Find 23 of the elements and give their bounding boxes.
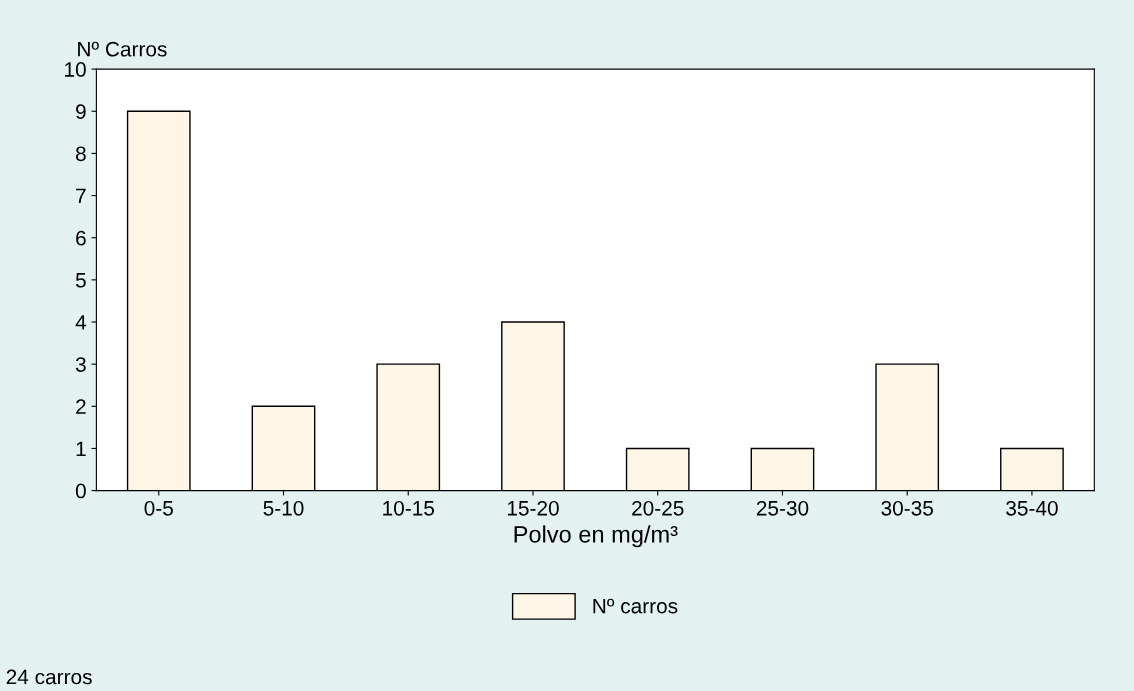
x-tick-label: 0-5 (144, 500, 173, 516)
y-tick-label: 5 (75, 273, 86, 288)
x-tick-label: 10-15 (383, 500, 435, 516)
y-tick-label: 4 (75, 315, 87, 330)
y-tick-label: 9 (76, 104, 86, 119)
x-tick-label: 30-35 (881, 500, 933, 516)
y-tick-label: 2 (76, 399, 86, 414)
y-tick-label: 0 (75, 483, 86, 499)
y-tick-label: 6 (76, 230, 86, 246)
x-tick-label: 20-25 (632, 500, 684, 516)
x-tick-label: 15-20 (507, 500, 559, 516)
x-tick-label: 25-30 (756, 500, 809, 516)
y-tick-label: 1 (76, 441, 86, 457)
y-axis-title: Nº Carros (78, 41, 167, 57)
y-tick-label: 10 (65, 62, 86, 77)
legend-label: Nº carros (593, 598, 678, 614)
x-axis-title: Polvo en mg/m³ (514, 525, 678, 548)
y-tick-label: 3 (75, 357, 86, 372)
y-tick-label: 8 (75, 146, 86, 162)
text: 24 carros (6, 669, 92, 685)
x-tick-label: 35-40 (1006, 500, 1058, 516)
x-tick-label: 5-10 (263, 500, 304, 516)
y-tick-label: 7 (76, 188, 86, 204)
